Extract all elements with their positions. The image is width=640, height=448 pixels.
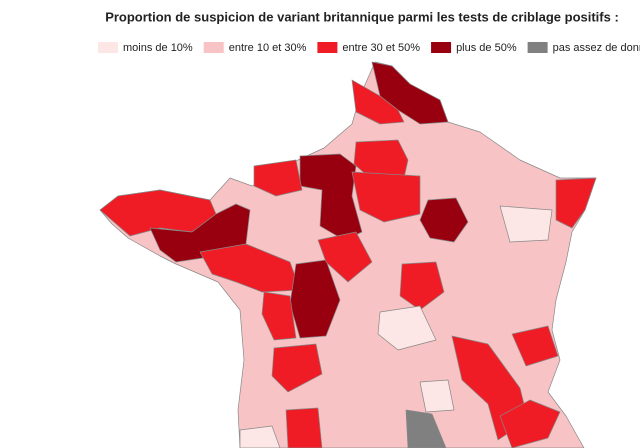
region: [239, 425, 281, 448]
legend-swatch: [431, 42, 452, 53]
map-title: Proportion de suspicion de variant brita…: [105, 9, 619, 24]
legend: moins de 10% entre 10 et 30% entre 30 et 5…: [98, 42, 640, 54]
region: [511, 325, 559, 367]
region: [261, 291, 297, 341]
region: [499, 205, 553, 243]
region: [285, 407, 323, 448]
legend-swatch: [317, 42, 338, 53]
legend-swatch: [203, 42, 224, 53]
region: [271, 343, 323, 393]
region: [499, 399, 561, 448]
legend-swatch: [527, 42, 548, 53]
region: [419, 197, 469, 243]
region: [419, 379, 455, 413]
region: [317, 231, 373, 283]
region: [199, 243, 301, 293]
legend-label: moins de 10%: [123, 42, 193, 54]
region: [351, 79, 405, 125]
region: [253, 159, 303, 197]
legend-swatch: [98, 42, 118, 53]
legend-label: pas assez de données: [553, 42, 640, 54]
legend-label: plus de 50%: [456, 42, 517, 54]
region: [377, 305, 437, 351]
france-map: [99, 61, 597, 448]
legend-label: entre 10 et 30%: [229, 42, 307, 54]
region: [405, 409, 447, 448]
legend-label: entre 30 et 50%: [342, 42, 420, 54]
region: [399, 261, 445, 311]
region: [351, 171, 421, 223]
region: [555, 177, 597, 229]
